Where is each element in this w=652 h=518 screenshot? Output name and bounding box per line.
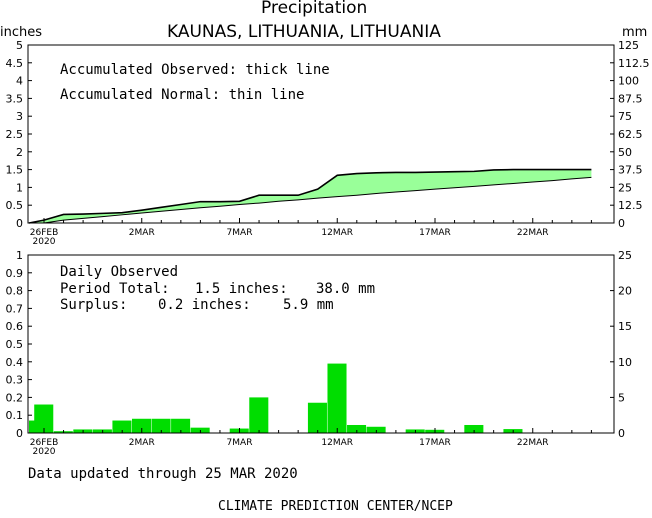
y-tick-label-right-top: 125 [618, 39, 639, 52]
bottom-panel-marks [29, 363, 523, 433]
y-tick-label-right-top: 100 [618, 75, 639, 88]
x-tick-label: 17MAR [419, 438, 451, 448]
y-tick-label-left-bottom: 0.3 [6, 374, 24, 387]
bar [366, 426, 386, 433]
y-tick-label-right-top: 87.5 [618, 92, 643, 105]
x-tick-label: 12MAR [321, 228, 353, 238]
y-tick-label-left-bottom: 0.5 [6, 338, 24, 351]
y-tick-label-right-bottom: 20 [618, 285, 632, 298]
bar [327, 363, 347, 433]
y-tick-label-left-top: 2 [16, 146, 23, 159]
y-tick-label-right-bottom: 10 [618, 356, 632, 369]
x-tick-label: 7MAR [227, 228, 253, 238]
bar [112, 420, 132, 433]
y-tick-label-left-top: 3.5 [6, 92, 24, 105]
surplus-inches: 0.2 inches: [158, 297, 251, 313]
y-tick-label-left-bottom: 0 [16, 427, 23, 440]
credit-line: CLIMATE PREDICTION CENTER/NCEP [218, 499, 453, 514]
chart-title: Precipitation [261, 0, 368, 18]
bar [171, 418, 191, 433]
surplus-label: Surplus: [60, 297, 128, 313]
y-tick-label-left-bottom: 0.4 [6, 356, 24, 369]
period-total-mm: 38.0 mm [316, 281, 376, 297]
y-tick-label-left-top: 5 [16, 39, 23, 52]
x-tick-label: 12MAR [321, 438, 353, 448]
y-tick-label-right-top: 37.5 [618, 164, 643, 177]
y-tick-label-right-top: 112.5 [618, 57, 650, 70]
x-tick-year-label: 2020 [33, 237, 56, 247]
x-tick-label: 22MAR [517, 438, 549, 448]
x-tick-label: 22MAR [517, 228, 549, 238]
top-panel-marks [28, 168, 592, 224]
y-tick-label-right-bottom: 25 [618, 249, 632, 262]
y-tick-label-right-top: 75 [618, 110, 632, 123]
y-tick-label-left-bottom: 1 [16, 249, 23, 262]
bar [347, 424, 367, 433]
y-tick-label-right-top: 0 [618, 217, 625, 230]
unit-left-label: inches [0, 25, 43, 40]
legend-observed: Accumulated Observed: thick line [60, 62, 330, 78]
y-tick-label-left-top: 2.5 [6, 128, 24, 141]
x-tick-year-label: 2020 [33, 447, 56, 457]
y-tick-label-right-top: 62.5 [618, 128, 643, 141]
y-tick-label-right-top: 12.5 [618, 199, 643, 212]
surplus-mm: 5.9 mm [283, 297, 334, 313]
period-total-label: Period Total: [60, 281, 170, 297]
y-tick-label-left-top: 4 [16, 75, 23, 88]
y-tick-label-left-bottom: 0.1 [6, 409, 24, 422]
bar [34, 404, 54, 433]
y-tick-label-left-top: 3 [16, 110, 23, 123]
period-total-inches: 1.5 inches: [195, 281, 288, 297]
bar [307, 402, 327, 433]
y-tick-label-left-top: 0 [16, 217, 23, 230]
y-tick-label-left-top: 0.5 [6, 199, 24, 212]
y-tick-label-right-top: 25 [618, 181, 632, 194]
y-tick-label-left-bottom: 0.6 [6, 320, 24, 333]
y-tick-label-right-bottom: 15 [618, 320, 632, 333]
x-tick-label: 7MAR [227, 438, 253, 448]
y-tick-label-left-top: 1.5 [6, 164, 24, 177]
surplus-fill-area [29, 169, 592, 223]
y-tick-label-left-top: 1 [16, 181, 23, 194]
x-tick-label: 26FEB [30, 438, 59, 448]
data-updated-note: Data updated through 25 MAR 2020 [28, 466, 298, 482]
series-line-normal [29, 176, 592, 224]
bar [464, 424, 484, 433]
x-tick-label: 17MAR [419, 228, 451, 238]
bar-partial-first [29, 420, 35, 433]
unit-right-label: mm [622, 25, 648, 40]
y-tick-label-right-bottom: 0 [618, 427, 625, 440]
y-tick-label-left-bottom: 0.8 [6, 285, 24, 298]
y-tick-label-left-bottom: 0.7 [6, 302, 24, 315]
y-tick-label-left-bottom: 0.2 [6, 391, 24, 404]
y-tick-label-right-top: 50 [618, 146, 632, 159]
y-tick-label-left-bottom: 0.9 [6, 267, 24, 280]
daily-observed-heading: Daily Observed [60, 264, 179, 280]
x-tick-label: 26FEB [30, 228, 59, 238]
series-line-observed [28, 168, 592, 224]
chart-location: KAUNAS, LITHUANIA, LITHUANIA [167, 22, 441, 42]
bar [151, 418, 171, 433]
x-tick-label: 2MAR [129, 438, 155, 448]
bar [131, 418, 152, 433]
y-tick-label-left-top: 4.5 [6, 57, 24, 70]
x-tick-label: 2MAR [129, 228, 155, 238]
y-tick-label-right-bottom: 5 [618, 391, 625, 404]
bar [249, 397, 269, 433]
legend-normal: Accumulated Normal: thin line [60, 87, 305, 103]
